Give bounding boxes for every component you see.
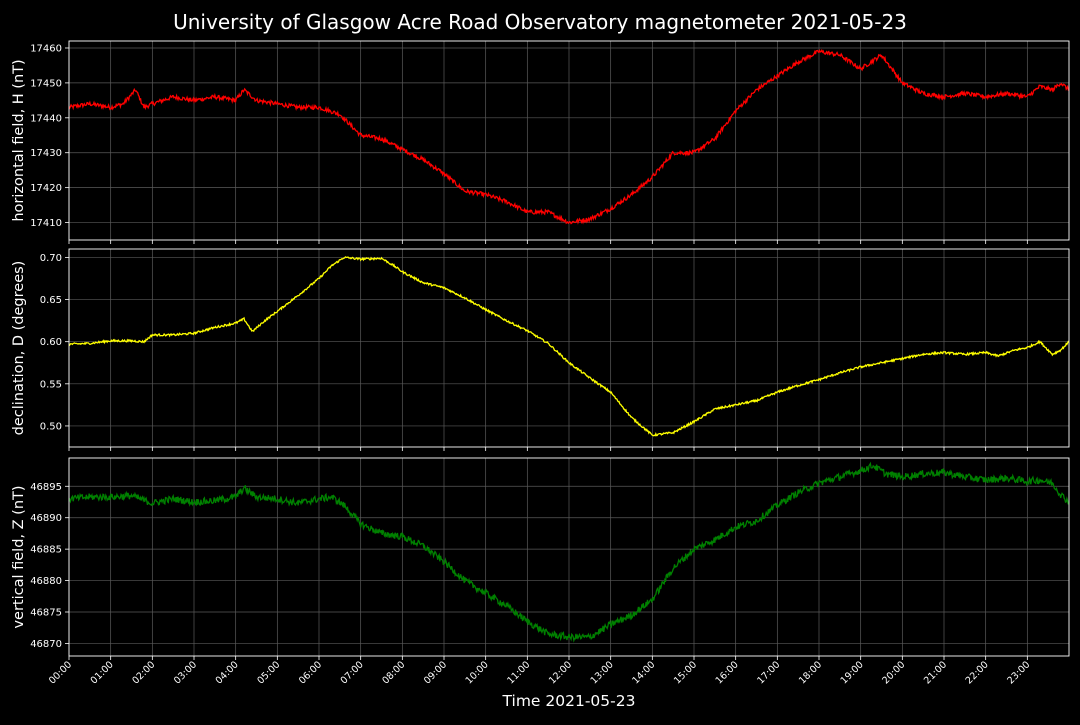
x-tick-label: 18:00 [797,659,824,686]
series-line [69,48,1069,225]
x-tick-label: 03:00 [172,659,199,686]
x-tick-label: 08:00 [380,659,407,686]
y-axis-label: declination, D (degrees) [11,261,27,436]
y-tick-label: 17420 [30,183,62,194]
y-tick-label: 0.50 [40,421,62,432]
y-tick-label: 46895 [30,482,62,493]
x-tick-label: 11:00 [505,659,532,686]
x-tick-label: 01:00 [89,659,116,686]
x-tick-label: 23:00 [1005,659,1032,686]
x-tick-label: 20:00 [880,659,907,686]
x-tick-label: 19:00 [839,659,866,686]
y-axis-label: vertical field, Z (nT) [11,485,27,628]
x-tick-label: 21:00 [922,659,949,686]
y-axis-label: horizontal field, H (nT) [11,59,27,221]
x-tick-label: 16:00 [714,659,741,686]
x-tick-label: 04:00 [214,659,241,686]
x-tick-label: 05:00 [255,659,282,686]
x-tick-label: 09:00 [422,659,449,686]
y-tick-label: 17430 [30,148,62,159]
x-tick-label: 12:00 [547,659,574,686]
y-tick-label: 17460 [30,43,62,54]
y-tick-label: 46890 [30,513,62,524]
x-axis-label: Time 2021-05-23 [502,692,636,710]
plot-frame [68,457,1070,657]
x-tick-label: 02:00 [130,659,157,686]
x-tick-label: 07:00 [339,659,366,686]
series-line [69,256,1069,437]
x-tick-label: 06:00 [297,659,324,686]
y-tick-label: 0.70 [40,253,62,264]
y-tick-label: 17440 [30,113,62,124]
x-tick-labels: 00:00 01:00 02:00 03:00 04:00 05:00 06:00 07:00… [47,659,1032,686]
chart-title: University of Glasgow Acre Road Observat… [173,10,907,34]
x-tick-label: 13:00 [589,659,616,686]
y-tick-label: 46885 [30,545,62,556]
y-tick-label: 0.55 [40,379,62,390]
x-tick-label: 00:00 [47,659,74,686]
panel-1: 0.50 0.55 0.60 0.65 0.70 declination, D (degr… [11,248,1070,451]
y-tick-label: 46880 [30,576,62,587]
y-tick-label: 46870 [30,639,62,650]
x-tick-label: 14:00 [630,659,657,686]
y-tick-label: 0.60 [40,337,62,348]
x-tick-label: 10:00 [464,659,491,686]
y-tick-label: 17410 [30,218,62,229]
y-tick-label: 0.65 [40,295,62,306]
series-line [69,461,1069,643]
y-tick-label: 46875 [30,608,62,619]
x-tick-label: 15:00 [672,659,699,686]
x-tick-label: 17:00 [755,659,782,686]
plot-frame [68,248,1070,448]
panels: 17410 17420 17430 17440 17450 17460horizontal… [11,40,1070,686]
panel-0: 17410 17420 17430 17440 17450 17460horizontal… [11,40,1070,244]
plot-frame [68,40,1070,241]
y-tick-label: 17450 [30,78,62,89]
x-tick-label: 22:00 [964,659,991,686]
